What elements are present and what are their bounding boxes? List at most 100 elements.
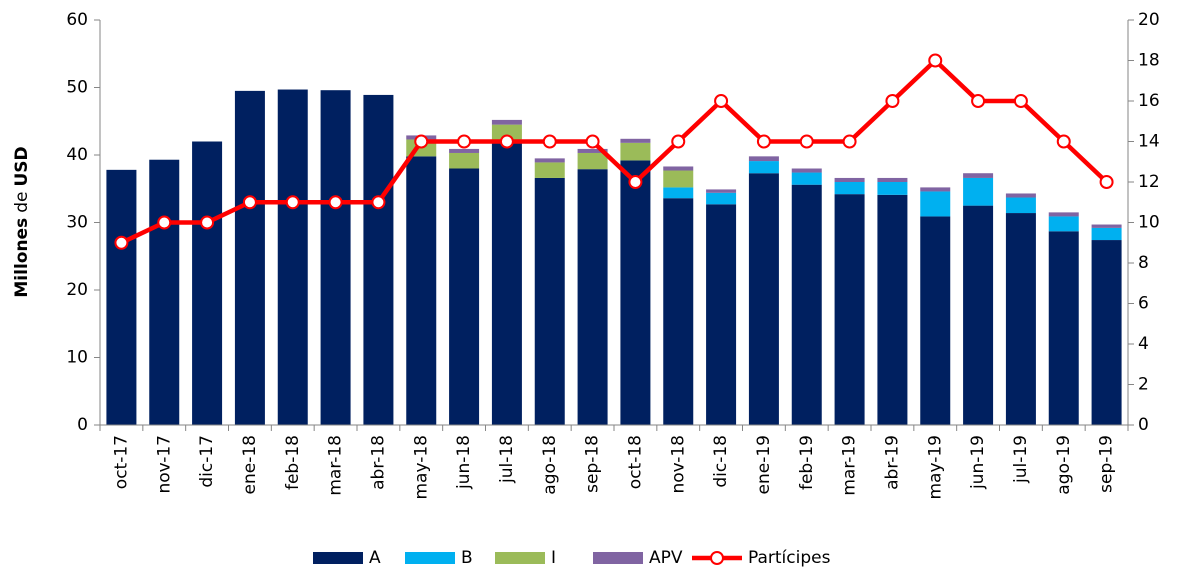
- bar-segment: [277, 89, 308, 426]
- x-tick-label: ene-19: [754, 435, 774, 494]
- bar-segment: [620, 160, 651, 425]
- bar-segment: [963, 177, 994, 206]
- y2-tick-label: 0: [1138, 415, 1149, 435]
- y-tick-label: 0: [77, 415, 88, 435]
- x-tick-label: ago-18: [540, 435, 560, 495]
- bar-segment: [449, 152, 480, 169]
- bar-segment: [1091, 240, 1122, 425]
- line-marker: [499, 134, 514, 149]
- line-marker: [585, 134, 600, 149]
- bar-segment: [534, 177, 565, 425]
- bar-segment: [791, 168, 822, 173]
- line-marker: [157, 215, 172, 230]
- line-marker: [1013, 94, 1028, 108]
- line-marker: [328, 195, 343, 210]
- y-tick-label: 50: [66, 78, 88, 98]
- bar-segment: [491, 119, 522, 125]
- line-marker: [756, 134, 771, 149]
- legend-label: I: [551, 548, 556, 568]
- y-tick-label: 20: [66, 280, 88, 300]
- y2-tick-label: 2: [1138, 375, 1149, 395]
- x-tick-label: oct-18: [625, 435, 645, 489]
- bar-segment: [963, 205, 994, 425]
- bar-segment: [791, 184, 822, 425]
- y2-tick-label: 18: [1138, 51, 1160, 71]
- x-tick-label: oct-17: [111, 435, 131, 489]
- bar-segment: [577, 152, 608, 170]
- x-tick-label: nov-18: [668, 435, 688, 494]
- bar-segment: [577, 169, 608, 425]
- y-tick-label: 10: [66, 348, 88, 368]
- bar-segment: [491, 124, 522, 142]
- y-axis-label: Millones de USD: [12, 146, 32, 297]
- line-series: [120, 58, 1109, 245]
- bar-segment: [834, 194, 865, 425]
- bar-segment: [706, 189, 737, 193]
- line-marker: [628, 175, 643, 189]
- line-marker: [200, 215, 215, 230]
- bar-segment: [106, 169, 137, 425]
- line-marker: [114, 235, 129, 250]
- x-tick-label: ene-18: [240, 435, 260, 494]
- x-tick-label: may-18: [411, 435, 431, 500]
- bar-segment: [920, 216, 951, 425]
- x-tick-label: jun-18: [454, 435, 474, 490]
- line-marker: [285, 195, 300, 210]
- bar-segment: [406, 156, 437, 425]
- line-marker: [457, 134, 472, 149]
- bar-segment: [534, 158, 565, 163]
- y2-tick-label: 4: [1138, 334, 1149, 354]
- y-tick-label: 40: [66, 145, 88, 165]
- bar-segment: [363, 94, 394, 426]
- x-tick-label: abr-19: [882, 435, 902, 490]
- y-label-part: USD: [12, 146, 32, 186]
- x-tick-label: sep-19: [1097, 435, 1117, 493]
- bar-segment: [449, 168, 480, 425]
- x-tick-label: ago-19: [1054, 435, 1074, 495]
- x-tick-label: dic-18: [711, 435, 731, 488]
- bar-segment: [663, 166, 694, 171]
- bar-segment: [748, 173, 779, 425]
- y2-tick-label: 14: [1138, 132, 1160, 152]
- legend-swatch-marker: [710, 551, 724, 565]
- bar-segment: [320, 90, 351, 425]
- x-tick-label: abr-18: [368, 435, 388, 490]
- y2-tick-label: 10: [1138, 213, 1160, 233]
- y2-tick-label: 12: [1138, 172, 1160, 192]
- legend-swatch: [495, 552, 545, 564]
- bar-segment: [1005, 213, 1036, 425]
- y-label-part: de: [12, 192, 32, 213]
- x-tick-label: feb-19: [797, 435, 817, 490]
- y-tick-label: 60: [66, 10, 88, 30]
- bar-segment: [1005, 197, 1036, 214]
- x-tick-label: jun-19: [968, 435, 988, 490]
- legend-label: A: [369, 548, 381, 568]
- x-tick-label: sep-18: [583, 435, 603, 493]
- y2-tick-label: 8: [1138, 253, 1149, 273]
- bar-segment: [491, 141, 522, 425]
- bar-segment: [1048, 212, 1079, 217]
- legend-swatch: [593, 552, 643, 564]
- legend-swatch: [313, 552, 363, 564]
- line-marker: [928, 53, 943, 68]
- bar-segment: [748, 156, 779, 162]
- x-tick-label: feb-18: [283, 435, 303, 490]
- bar-segment: [834, 182, 865, 195]
- line-marker: [799, 134, 814, 149]
- bar-segment: [706, 204, 737, 425]
- x-tick-label: dic-17: [197, 435, 217, 488]
- x-tick-label: may-19: [925, 435, 945, 500]
- bar-segment: [1091, 224, 1122, 228]
- y2-tick-label: 6: [1138, 294, 1149, 314]
- bar-segment: [620, 142, 651, 161]
- bar-segment: [706, 192, 737, 205]
- line-marker: [1056, 134, 1071, 149]
- line-marker: [371, 195, 386, 210]
- bar-segment: [663, 187, 694, 199]
- bar-segment: [149, 159, 180, 425]
- bar-segment: [1048, 231, 1079, 425]
- bar-segment: [920, 191, 951, 217]
- bar-segment: [963, 173, 994, 178]
